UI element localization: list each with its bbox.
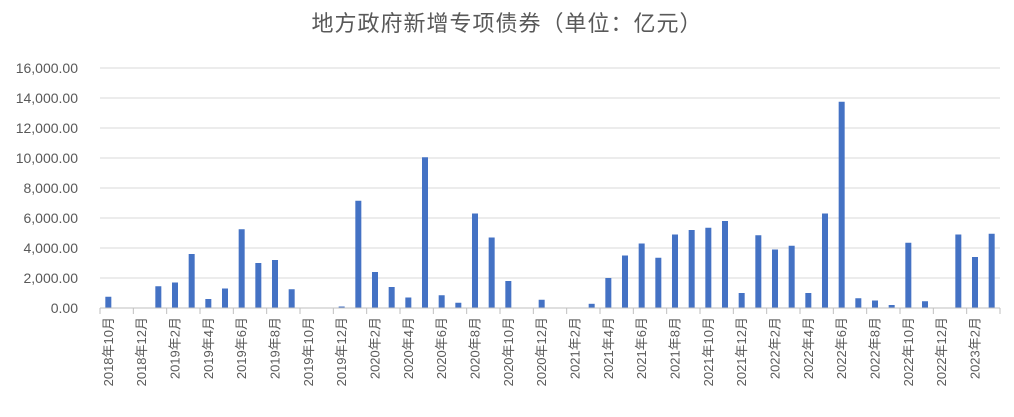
bar [805,293,812,308]
x-tick-label: 2022年8月 [868,317,883,379]
y-axis-tick-labels: 0.00 2,000.00 4,000.00 6,000.00 8,000.00 10,0… [16,60,79,316]
bar [755,235,762,308]
bar [922,301,928,308]
x-tick-label: 2018年10月 [101,317,116,386]
y-tick-label: 4,000.00 [24,240,79,256]
bar [505,281,512,308]
bar [605,278,612,308]
x-tick-label: 2020年12月 [534,317,549,386]
x-tick-label: 2021年6月 [634,317,649,379]
x-tick-label: 2019年6月 [234,317,249,379]
bar [488,237,495,308]
bar [405,297,412,308]
x-tick-label: 2020年8月 [468,317,483,379]
y-tick-label: 2,000.00 [24,270,79,286]
bar [422,157,428,308]
bar [105,296,112,308]
bar [255,263,262,308]
bar [622,255,628,308]
x-axis-tick-labels: 2018年10月 2018年12月 2019年2月 2019年4月 2019年6月 201… [99,308,1001,386]
bar [722,221,728,308]
bar [338,306,345,308]
y-tick-label: 14,000.00 [16,90,78,106]
x-tick-label: 2020年2月 [368,317,383,379]
chart-title: 地方政府新增专项债券（单位：亿元） [311,12,703,37]
x-tick-label: 2019年8月 [268,317,283,379]
bar [222,288,228,308]
x-tick-label: 2021年2月 [568,317,583,379]
x-tick-label: 2020年4月 [401,317,416,379]
bar [738,293,745,308]
bar [705,227,712,308]
x-tick-label: 2020年10月 [501,317,516,386]
x-tick-label: 2018年12月 [134,317,149,386]
bar [588,303,595,308]
bar [355,200,362,308]
bar [788,245,795,308]
bars [105,101,995,308]
bar [372,272,378,308]
x-tick-label: 2021年8月 [668,317,683,379]
bar [388,287,395,308]
y-tick-label: 16,000.00 [16,60,78,76]
bar [888,305,895,308]
bar [155,286,162,308]
bar [205,299,212,308]
y-tick-label: 8,000.00 [24,180,79,196]
bar [188,254,195,308]
x-tick-label: 2022年10月 [901,317,916,386]
bar [438,295,445,308]
x-tick-label: 2022年2月 [768,317,783,379]
bar [172,282,178,308]
bar [772,249,778,308]
x-tick-label: 2022年4月 [801,317,816,379]
bar [472,213,478,308]
bar [538,299,545,308]
bar [838,101,845,308]
bar [272,260,278,308]
bar [988,233,995,308]
y-tick-label: 10,000.00 [16,150,78,166]
x-tick-label: 2019年10月 [301,317,316,386]
bar [855,298,862,308]
x-tick-label: 2019年4月 [201,317,216,379]
x-tick-label: 2023年2月 [968,317,983,379]
bar [688,230,695,308]
y-tick-label: 6,000.00 [24,210,79,226]
bar [238,229,245,308]
x-tick-label: 2021年12月 [734,317,749,386]
bar [672,234,678,308]
x-tick-label: 2019年12月 [334,317,349,386]
x-tick-label: 2021年4月 [601,317,616,379]
bar [655,257,662,308]
bar [972,257,978,308]
bar [905,242,912,308]
y-tick-label: 12,000.00 [16,120,78,136]
bar [822,213,828,308]
bar [638,243,645,308]
x-tick-label: 2022年12月 [934,317,949,386]
x-tick-label: 2019年2月 [168,317,183,379]
x-tick-label: 2022年6月 [834,317,849,379]
x-tick-label: 2021年10月 [701,317,716,386]
bar [288,289,295,308]
gridlines [100,67,1000,279]
y-tick-label: 0.00 [51,300,78,316]
bar [955,234,962,308]
x-tick-label: 2020年6月 [434,317,449,379]
bar [455,302,462,308]
bar [872,300,878,308]
